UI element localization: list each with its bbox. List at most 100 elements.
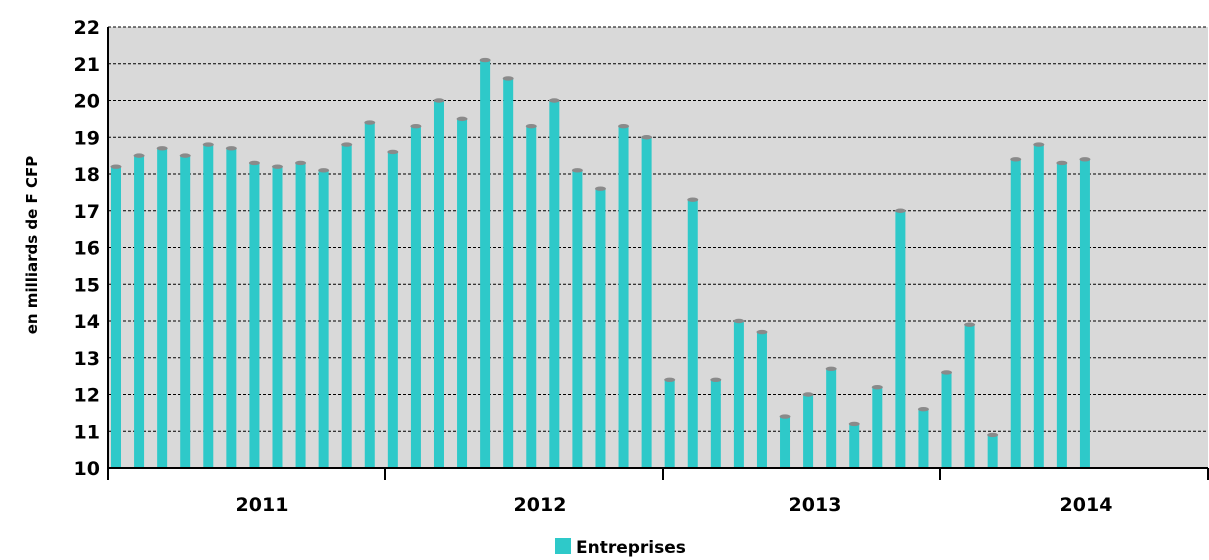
y-tick-label: 21 <box>74 54 100 76</box>
bar-cap <box>341 142 353 147</box>
bar-cap <box>156 146 168 151</box>
bar-cap <box>871 384 883 390</box>
bar <box>157 148 168 468</box>
bar <box>480 60 491 468</box>
bar-cap <box>756 329 768 335</box>
bar <box>410 126 421 468</box>
bar <box>826 368 837 468</box>
bar-cap <box>964 322 976 327</box>
bar-cap <box>456 116 468 122</box>
bar <box>134 155 145 468</box>
bar <box>641 137 652 468</box>
y-tick-label: 14 <box>74 311 100 333</box>
bar <box>733 321 744 468</box>
bars <box>110 57 1091 469</box>
bar-cap <box>179 153 191 158</box>
y-tick-label: 20 <box>74 91 100 113</box>
bar-cap <box>802 392 814 397</box>
bar-cap <box>1010 157 1022 162</box>
bar <box>572 170 583 468</box>
y-tick-label: 11 <box>74 421 100 443</box>
y-tick-label: 10 <box>74 458 100 480</box>
bar <box>918 409 929 468</box>
y-tick-label: 12 <box>74 385 100 407</box>
bar <box>387 151 398 468</box>
bar <box>364 122 375 469</box>
legend-swatch-entreprises <box>555 538 571 554</box>
axes <box>107 27 1209 480</box>
bar <box>526 126 537 468</box>
bar-cap <box>364 120 376 125</box>
legend: Entreprises <box>555 538 686 558</box>
bar-cap <box>110 164 122 169</box>
bar <box>341 144 352 468</box>
y-axis-title: en milliards de F CFP <box>23 156 41 335</box>
bar <box>272 166 283 468</box>
bar-cap <box>941 370 953 375</box>
bar <box>111 166 121 468</box>
x-year-label: 2014 <box>1060 494 1113 516</box>
y-tick-label: 16 <box>74 238 100 260</box>
bar <box>1033 144 1044 468</box>
y-tick-label: 15 <box>74 274 100 296</box>
bar <box>595 188 606 468</box>
bar-cap <box>618 124 630 129</box>
x-tick-labels: 2011 2012 2013 2014 <box>236 494 1113 516</box>
y-tick-label: 13 <box>74 348 100 370</box>
bar-cap <box>1033 142 1045 147</box>
gridlines <box>108 26 1208 432</box>
bar-cap <box>917 407 929 412</box>
bar-cap <box>779 414 791 419</box>
bar <box>987 434 998 468</box>
bar-cap <box>733 318 745 324</box>
bar-cap <box>825 366 837 371</box>
bar-cap <box>848 421 860 427</box>
bar <box>941 372 952 468</box>
bar-cap <box>271 164 283 169</box>
bar <box>249 162 260 468</box>
bar <box>549 100 560 468</box>
x-year-label: 2013 <box>789 494 842 516</box>
bar-cap <box>987 432 999 438</box>
bar-cap <box>248 160 260 166</box>
bar-cap <box>410 124 422 129</box>
bar <box>503 78 514 468</box>
bar <box>872 387 883 468</box>
bar <box>618 126 629 468</box>
bar <box>964 324 975 468</box>
bar-cap <box>318 168 330 173</box>
bar-cap <box>133 153 145 158</box>
y-tick-label: 17 <box>74 201 100 223</box>
y-tick-labels: 10 11 12 13 14 15 16 17 18 19 20 21 22 <box>74 17 100 480</box>
bar <box>1010 159 1021 469</box>
bar-cap <box>433 98 445 103</box>
bar <box>1056 162 1067 468</box>
y-tick-label: 18 <box>74 164 100 186</box>
bar-cap <box>710 377 722 382</box>
bar-cap <box>594 186 606 191</box>
y-tick-label: 22 <box>74 17 100 39</box>
bar-cap <box>1079 157 1091 162</box>
bar-cap <box>525 124 537 129</box>
bar <box>710 379 721 468</box>
bar <box>433 100 444 468</box>
bar <box>664 379 675 468</box>
y-tick-label: 19 <box>74 127 100 149</box>
bar <box>1079 159 1090 469</box>
bar-cap <box>894 208 906 213</box>
bar <box>226 148 237 468</box>
bar-cap <box>687 197 699 202</box>
bar <box>803 394 814 468</box>
bar <box>756 332 767 468</box>
bar-cap <box>202 142 214 147</box>
bar <box>687 199 698 468</box>
bar-cap <box>295 160 307 166</box>
bar-cap <box>1056 160 1068 166</box>
bar <box>849 423 860 468</box>
bar <box>295 162 306 468</box>
bar-cap <box>225 146 237 151</box>
bar-cap <box>664 377 676 382</box>
legend-label-entreprises: Entreprises <box>576 538 686 558</box>
bar-cap <box>479 57 491 63</box>
